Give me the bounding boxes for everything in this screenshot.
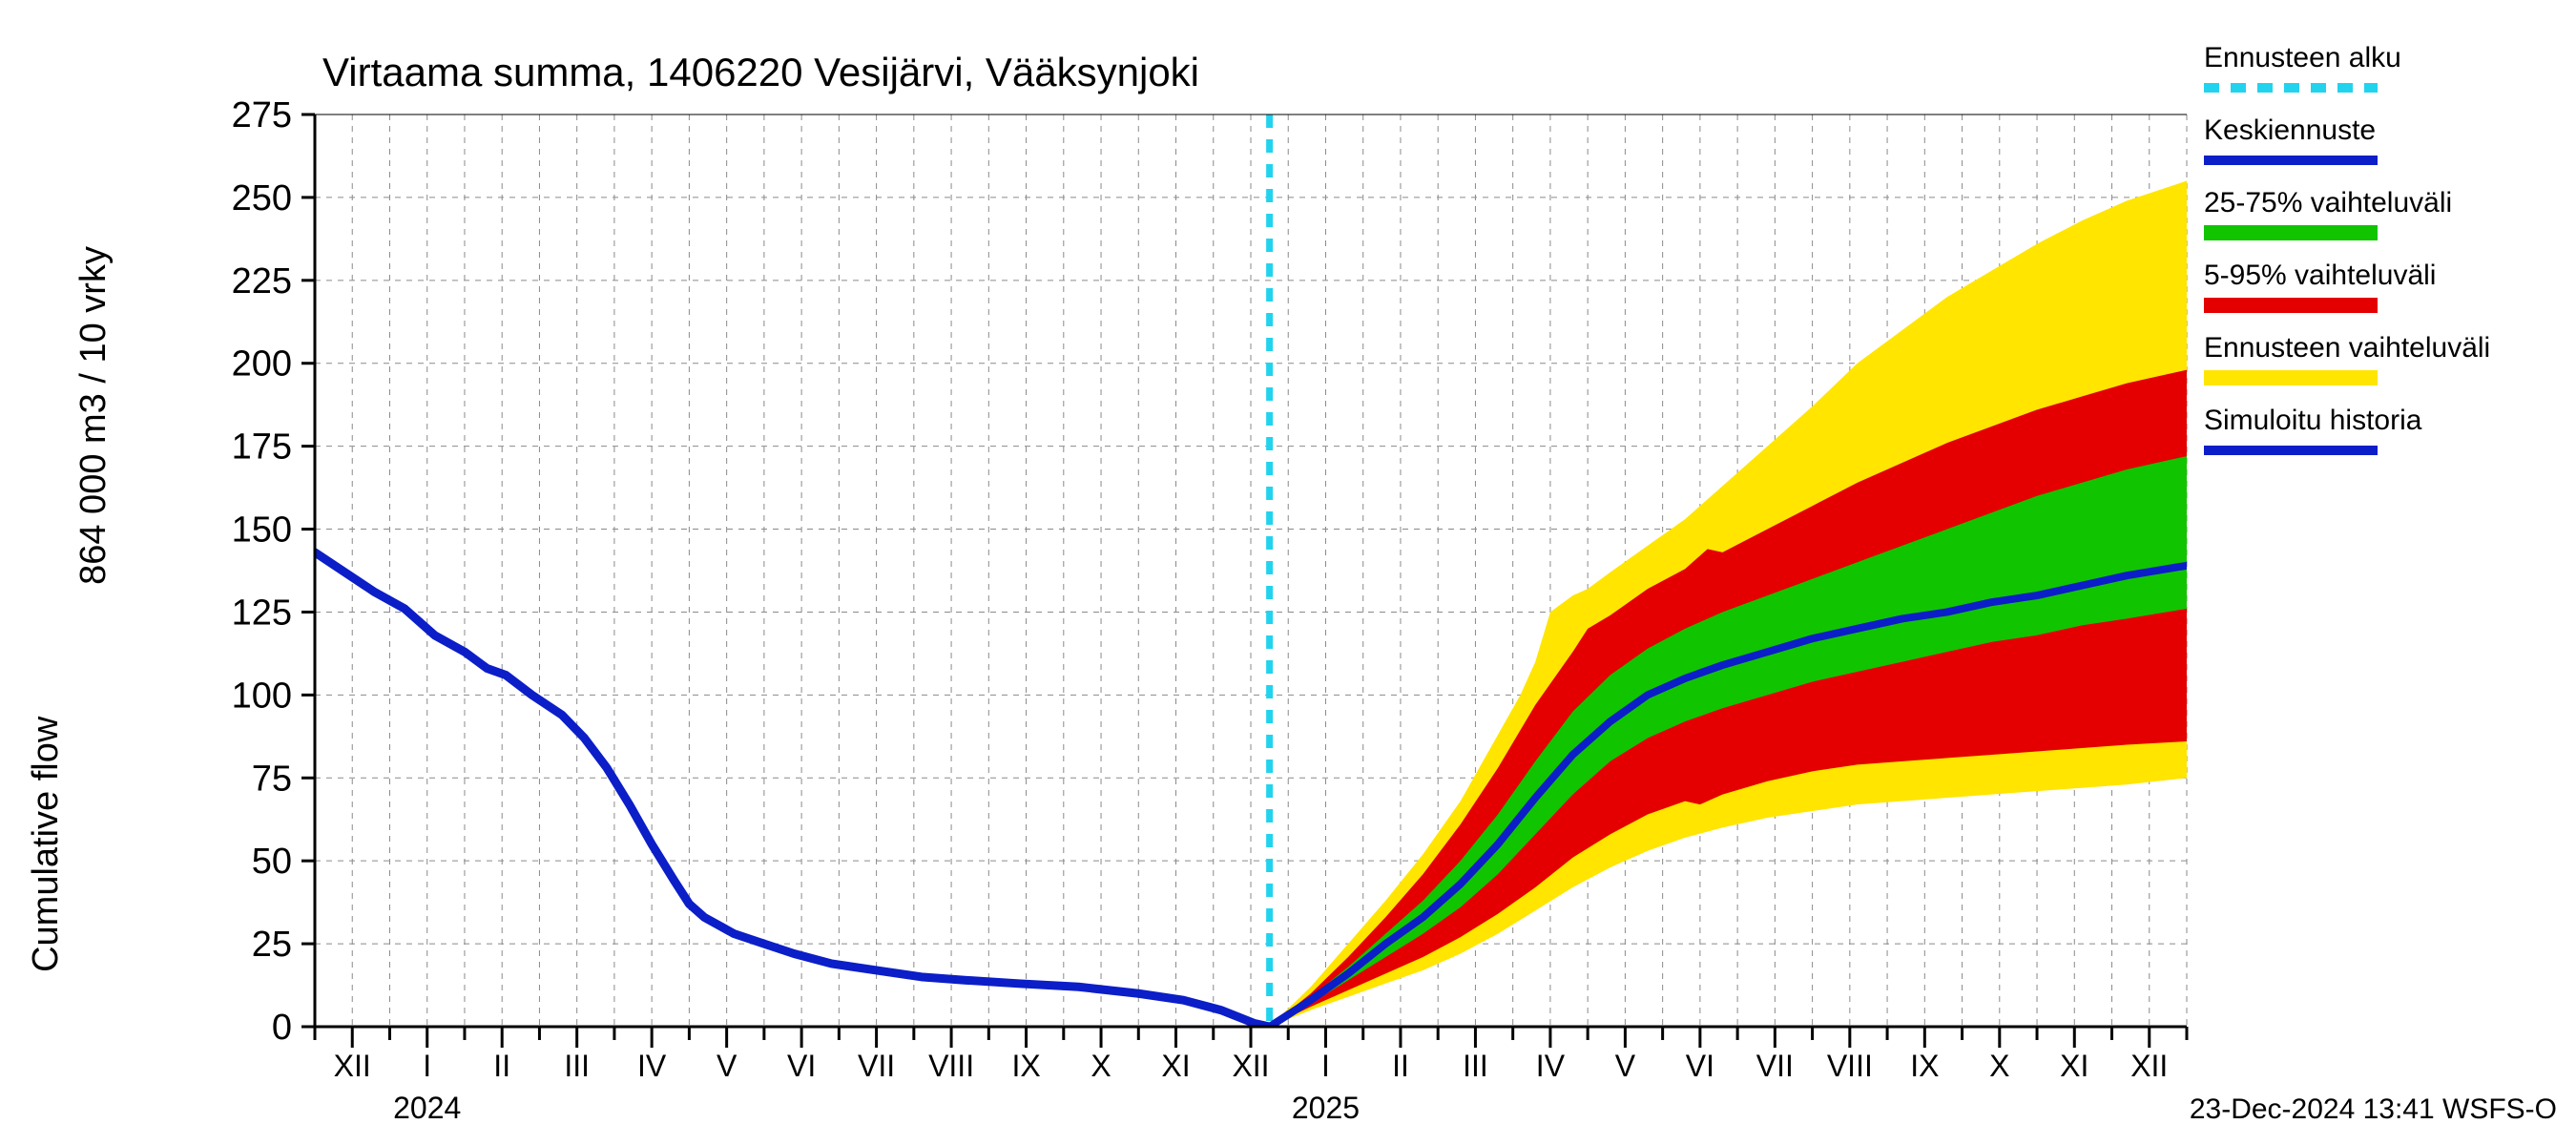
- year-label: 2025: [1292, 1091, 1360, 1125]
- x-tick-label: V: [1615, 1049, 1636, 1083]
- legend-label: Ennusteen alku: [2204, 42, 2401, 73]
- x-tick-label: IV: [1536, 1049, 1566, 1083]
- legend-swatch: [2204, 370, 2378, 385]
- footer-timestamp: 23-Dec-2024 13:41 WSFS-O: [2190, 1093, 2557, 1125]
- x-tick-label: VI: [1686, 1049, 1714, 1083]
- x-tick-label: VII: [858, 1049, 895, 1083]
- x-tick-label: X: [1091, 1049, 1111, 1083]
- chart-title: Virtaama summa, 1406220 Vesijärvi, Vääks…: [322, 50, 1199, 94]
- x-tick-label: V: [717, 1049, 737, 1083]
- y-tick-label: 125: [232, 593, 292, 633]
- x-tick-label: XII: [2130, 1049, 2168, 1083]
- y-tick-label: 200: [232, 344, 292, 385]
- x-tick-label: VIII: [928, 1049, 974, 1083]
- x-tick-label: I: [1321, 1049, 1330, 1083]
- chart-container: 0255075100125150175200225250275XIIIIIIII…: [0, 0, 2576, 1145]
- x-tick-label: VIII: [1827, 1049, 1873, 1083]
- legend-label: 5-95% vaihteluväli: [2204, 260, 2436, 291]
- y-tick-label: 150: [232, 510, 292, 551]
- x-tick-label: XII: [1232, 1049, 1269, 1083]
- y-tick-label: 0: [272, 1008, 292, 1048]
- y-tick-label: 250: [232, 178, 292, 219]
- x-tick-label: VII: [1756, 1049, 1794, 1083]
- x-tick-label: II: [493, 1049, 510, 1083]
- x-tick-label: III: [1463, 1049, 1488, 1083]
- y-tick-label: 100: [232, 676, 292, 716]
- x-tick-label: XI: [1161, 1049, 1190, 1083]
- y-tick-label: 25: [252, 925, 292, 965]
- legend-swatch: [2204, 225, 2378, 240]
- legend-label: Keskiennuste: [2204, 114, 2376, 146]
- legend-label: 25-75% vaihteluväli: [2204, 187, 2452, 219]
- y-tick-label: 50: [252, 842, 292, 882]
- x-tick-label: VI: [787, 1049, 816, 1083]
- legend-label: Ennusteen vaihteluväli: [2204, 332, 2490, 364]
- year-label: 2024: [393, 1091, 461, 1125]
- y-axis-label-2: 864 000 m3 / 10 vrky: [73, 246, 114, 585]
- y-axis-label-1: Cumulative flow: [26, 716, 66, 972]
- x-tick-label: IV: [637, 1049, 667, 1083]
- y-tick-label: 275: [232, 95, 292, 135]
- x-tick-label: IX: [1910, 1049, 1939, 1083]
- legend-swatch: [2204, 298, 2378, 313]
- x-tick-label: XI: [2060, 1049, 2088, 1083]
- x-tick-label: II: [1392, 1049, 1409, 1083]
- x-tick-label: XII: [334, 1049, 371, 1083]
- y-tick-label: 75: [252, 759, 292, 799]
- x-tick-label: III: [564, 1049, 590, 1083]
- x-tick-label: X: [1989, 1049, 2009, 1083]
- y-tick-label: 175: [232, 427, 292, 468]
- y-tick-label: 225: [232, 261, 292, 302]
- x-tick-label: I: [423, 1049, 431, 1083]
- legend-label: Simuloitu historia: [2204, 405, 2422, 436]
- forecast-chart: 0255075100125150175200225250275XIIIIIIII…: [0, 0, 2576, 1145]
- x-tick-label: IX: [1011, 1049, 1040, 1083]
